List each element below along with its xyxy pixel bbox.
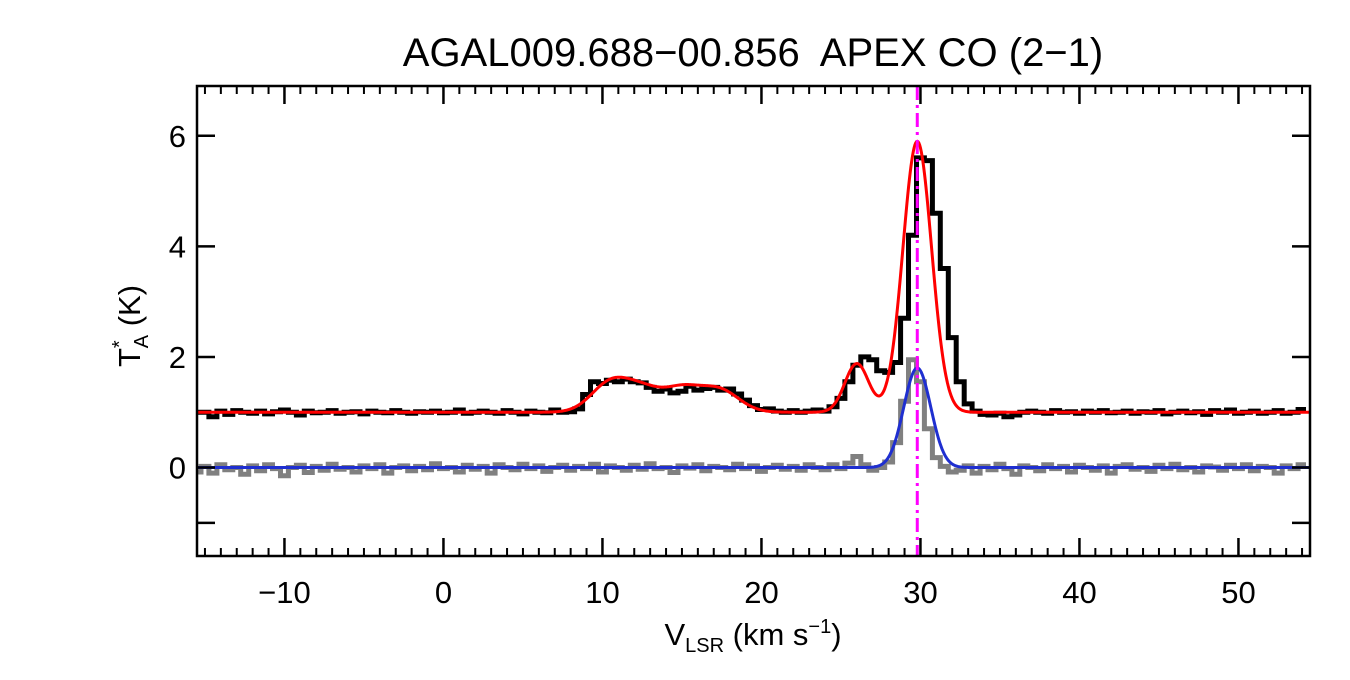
x-axis-label-main: V — [664, 617, 685, 652]
x-axis-label-sub: LSR — [685, 635, 724, 657]
y-axis-label-units: (K) — [112, 285, 147, 335]
series-layer — [197, 86, 1310, 556]
x-axis-label-sup: −1 — [808, 616, 831, 638]
series-second-fit-curve — [197, 366, 1310, 470]
y-axis-label-main: T — [112, 348, 147, 367]
ticks-layer — [197, 86, 1310, 556]
x-tick-label: 10 — [585, 575, 619, 610]
y-axis-label-sup: * — [109, 340, 131, 348]
y-tick-label: 0 — [169, 451, 186, 486]
y-tick-label: 2 — [169, 340, 186, 375]
x-axis-label-end: ) — [831, 617, 841, 652]
series-observed-spectrum-line — [197, 155, 1306, 420]
plot-frame — [195, 84, 1312, 558]
y-tick-label: 4 — [169, 229, 186, 264]
x-axis-label: VLSR (km s−1) — [664, 616, 841, 657]
x-tick-label: 20 — [744, 575, 778, 610]
x-tick-label: 40 — [1062, 575, 1096, 610]
y-tick-label: 6 — [169, 119, 186, 154]
x-tick-label: −10 — [258, 575, 311, 610]
series-observed-fit-curve — [197, 139, 1310, 414]
tick-labels-layer: −10 0 10 20 30 40 50 0 2 4 6 — [169, 119, 1256, 610]
x-tick-label: 0 — [435, 575, 452, 610]
y-axis-label: T*A (K) — [109, 285, 153, 367]
x-tick-label: 30 — [903, 575, 937, 610]
x-tick-label: 50 — [1221, 575, 1255, 610]
chart-title: AGAL009.688−00.856 APEX CO (2−1) — [403, 31, 1103, 75]
x-axis-label-units: (km s — [724, 617, 808, 652]
y-axis-label-sub: A — [131, 334, 153, 348]
series-second-spectrum-line — [197, 357, 1306, 479]
